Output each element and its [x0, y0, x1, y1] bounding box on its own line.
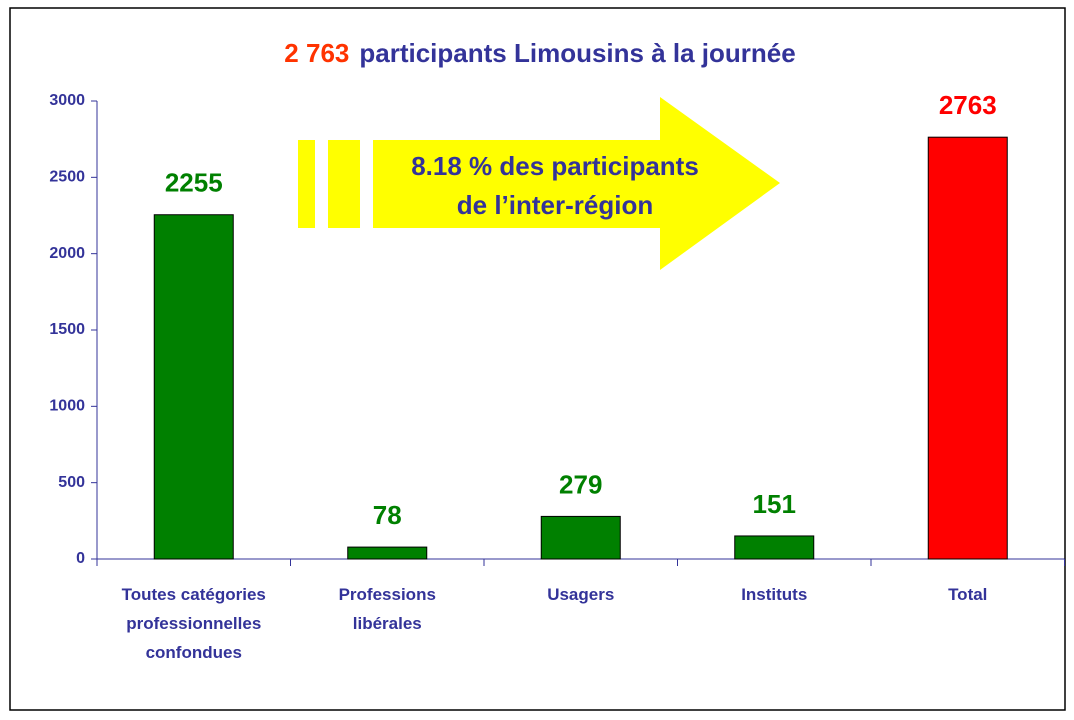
- bar: [153, 214, 234, 560]
- y-tick-label: 1500: [49, 321, 85, 338]
- x-tick-line: confondues: [146, 643, 242, 662]
- value-label: 151: [753, 489, 796, 519]
- arrow: [298, 97, 780, 270]
- x-tick-line: Instituts: [741, 585, 807, 604]
- y-tick-label: 2500: [49, 169, 85, 186]
- value-label: 279: [559, 469, 602, 499]
- x-tick-line: Total: [948, 585, 987, 604]
- title-text: participants Limousins à la journée: [359, 38, 795, 68]
- y-tick-label: 1000: [49, 398, 85, 415]
- y-tick-label: 500: [58, 474, 85, 491]
- x-tick-line: libérales: [353, 614, 422, 633]
- x-tick-label: Professions libérales: [339, 585, 436, 633]
- title-highlight: 2 763: [284, 38, 349, 68]
- annotation: de l’inter-région: [457, 190, 653, 220]
- bar: [734, 535, 815, 560]
- chart-title: 2 763 participants Limousins à la journée: [284, 38, 795, 68]
- x-tick-line: Professions: [339, 585, 436, 604]
- x-tick-label: Instituts: [741, 585, 807, 604]
- y-tick-label: 3000: [49, 92, 85, 109]
- bar: [347, 546, 428, 560]
- y-tick-label: 2000: [49, 245, 85, 262]
- annotation: 8.18 % des participants: [411, 151, 699, 181]
- y-tick-label: 0: [76, 550, 85, 567]
- bar: [540, 515, 621, 560]
- x-tick-line: Usagers: [547, 585, 614, 604]
- value-label: 78: [373, 500, 402, 530]
- value-label: 2763: [939, 90, 997, 120]
- value-label: 2255: [165, 168, 223, 198]
- x-tick-label: Total: [948, 585, 987, 604]
- x-tick-line: professionnelles: [126, 614, 261, 633]
- x-tick-label: Toutes catégories professionnelles confond…: [122, 585, 266, 662]
- x-tick-line: Toutes catégories: [122, 585, 266, 604]
- x-tick-label: Usagers: [547, 585, 614, 604]
- bar: [927, 136, 1008, 560]
